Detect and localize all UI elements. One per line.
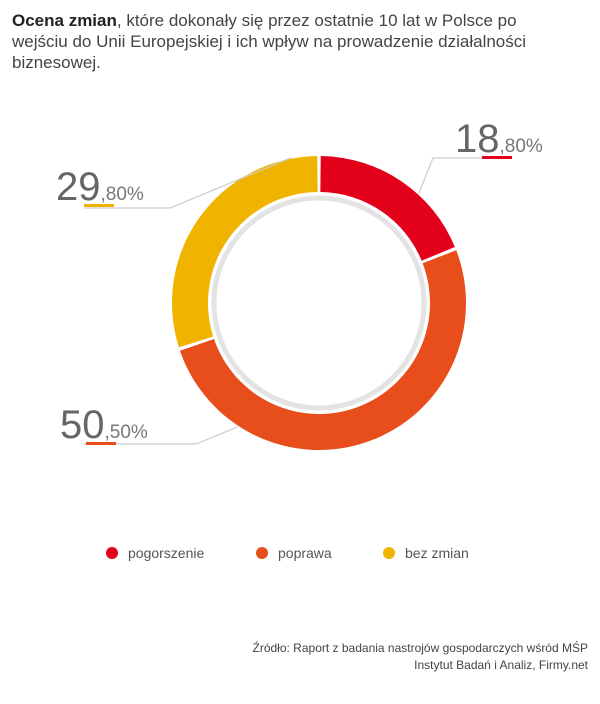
donut-chart: 18,80%50,50%29,80% pogorszenie poprawa bez…: [56, 117, 543, 561]
legend-swatch-poprawa: [256, 547, 268, 559]
chart-title-rest: , które dokonały się przez ostatnie 10 l…: [12, 11, 527, 72]
source-line-2: Instytut Badań i Analiz, Firmy.net: [414, 658, 588, 672]
slice-pogorszenie: [320, 156, 455, 261]
value-underline-bez-zmian: [84, 204, 114, 207]
legend: pogorszenie poprawa bez zmian: [106, 545, 469, 561]
value-label-poprawa: 50,50%: [60, 403, 148, 447]
slice-bez-zmian: [171, 156, 318, 348]
value-label-dec: ,80%: [500, 136, 543, 157]
callout-line-poprawa: [84, 426, 239, 445]
slice-poprawa: [179, 250, 467, 451]
legend-item-poprawa: poprawa: [256, 545, 332, 561]
legend-item-bez-zmian: bez zmian: [383, 545, 469, 561]
value-label-int: 29: [56, 165, 101, 209]
value-underline-poprawa: [86, 442, 116, 445]
value-label-int: 50: [60, 403, 105, 447]
inner-ring: [211, 195, 427, 411]
legend-label-poprawa: poprawa: [278, 545, 332, 561]
value-underline-pogorszenie: [482, 156, 512, 159]
legend-swatch-pogorszenie: [106, 547, 118, 559]
legend-label-bez-zmian: bez zmian: [405, 545, 469, 561]
value-label-int: 18: [455, 117, 500, 161]
legend-label-pogorszenie: pogorszenie: [128, 545, 204, 561]
legend-item-pogorszenie: pogorszenie: [106, 545, 204, 561]
chart-title-bold: Ocena zmian: [12, 11, 117, 30]
callout-line-bez-zmian: [84, 157, 292, 209]
callout-poprawa: 50,50%: [60, 403, 239, 447]
value-label-pogorszenie: 18,80%: [455, 117, 543, 161]
slices: [171, 156, 467, 451]
source-line-1: Źródło: Raport z badania nastrojów gospo…: [252, 641, 589, 655]
legend-swatch-bez-zmian: [383, 547, 395, 559]
callout-line-pogorszenie: [418, 157, 483, 194]
callouts: 18,80%50,50%29,80%: [56, 117, 543, 447]
source-note: Źródło: Raport z badania nastrojów gospo…: [253, 640, 589, 674]
value-label-dec: ,50%: [105, 422, 148, 443]
callout-bez-zmian: 29,80%: [56, 157, 292, 209]
inner-ring-circle: [211, 195, 427, 411]
chart-title: Ocena zmian, które dokonały się przez os…: [12, 10, 572, 73]
value-label-dec: ,80%: [101, 184, 144, 205]
callout-pogorszenie: 18,80%: [418, 117, 543, 194]
value-label-bez-zmian: 29,80%: [56, 165, 144, 209]
